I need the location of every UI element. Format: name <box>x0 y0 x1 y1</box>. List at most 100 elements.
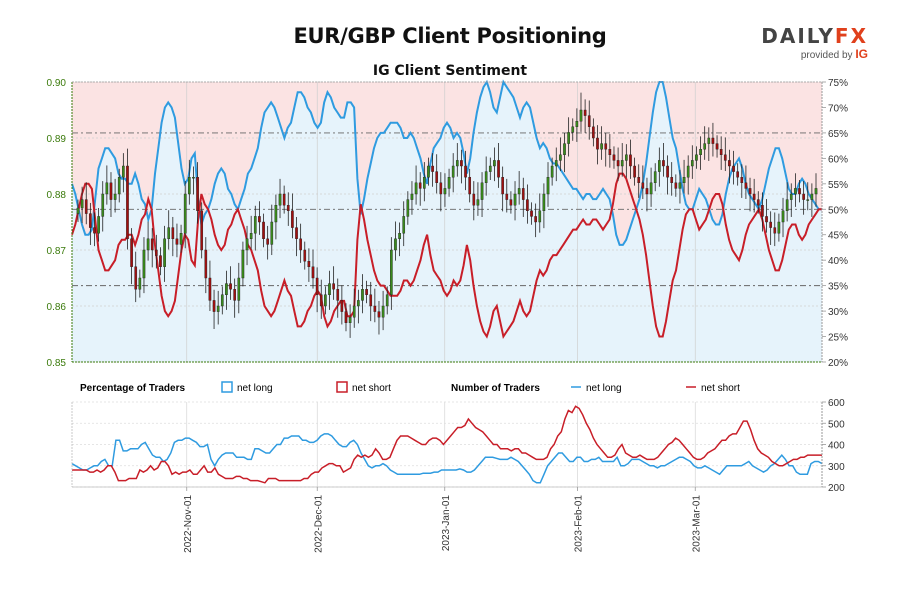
candle-body <box>192 176 195 179</box>
chart-subtitle: IG Client Sentiment <box>372 63 528 79</box>
count-tick-label: 600 <box>828 398 845 409</box>
candle-body <box>554 160 558 167</box>
candle-body <box>497 160 500 178</box>
candle-body <box>600 143 603 150</box>
candle-body <box>253 216 257 234</box>
candle-body <box>534 216 537 223</box>
legend-pct-title: Percentage of Traders <box>80 383 185 394</box>
pct-tick-label: 50% <box>828 205 848 216</box>
candle-body <box>579 109 583 122</box>
candle-body <box>101 193 105 217</box>
candle-body <box>567 132 570 144</box>
candle-body <box>373 305 377 312</box>
count-tick-label: 200 <box>828 483 845 494</box>
candle-body <box>422 176 426 189</box>
candle-body <box>703 143 707 150</box>
candle-body <box>204 249 208 279</box>
candle-body <box>319 294 323 307</box>
legend-pct-long: net long <box>237 383 273 394</box>
candle-body <box>286 204 290 211</box>
candle-body <box>451 165 455 178</box>
candle-body <box>715 143 719 150</box>
candle-body <box>332 283 335 290</box>
candle-body <box>406 199 410 217</box>
candle-body <box>159 255 162 268</box>
candle-body <box>385 294 389 307</box>
candle-body <box>97 216 100 234</box>
price-tick-label: 0.89 <box>47 134 67 145</box>
candle-body <box>455 160 459 167</box>
net-long-count-line <box>71 433 823 484</box>
candle-body <box>476 199 480 206</box>
candle-body <box>291 210 294 228</box>
candle-body <box>134 266 138 290</box>
pct-tick-label: 55% <box>828 180 848 191</box>
count-tick-label: 500 <box>828 419 845 430</box>
candle-body <box>550 165 554 178</box>
candle-body <box>637 176 641 183</box>
x-tick-label: 2023-Mar-01 <box>691 495 702 553</box>
candle-body <box>307 261 311 268</box>
candle-body <box>175 238 179 245</box>
candle-body <box>744 182 748 189</box>
candle-body <box>348 317 352 324</box>
candle-body <box>460 160 463 167</box>
candle-body <box>653 171 657 184</box>
candle-body <box>352 305 356 318</box>
candle-body <box>369 294 373 307</box>
logo-fx: FX <box>834 24 868 48</box>
candle-body <box>447 176 451 189</box>
candle-body <box>546 176 550 195</box>
candle-body <box>575 120 579 127</box>
candle-body <box>381 305 385 318</box>
candle-body <box>670 176 674 183</box>
price-tick-label: 0.87 <box>47 246 67 257</box>
pct-tick-label: 20% <box>828 358 848 369</box>
candle-body <box>179 232 183 245</box>
candle-body <box>105 182 109 195</box>
candle-body <box>398 232 401 239</box>
legend-num-long: net long <box>586 383 622 394</box>
candle-body <box>802 193 805 200</box>
candle-body <box>414 182 418 195</box>
candle-body <box>666 165 669 178</box>
candle-body <box>707 137 711 144</box>
candle-body <box>402 216 406 234</box>
candle-body <box>171 227 175 240</box>
candle-body <box>517 188 521 195</box>
candle-body <box>340 300 344 312</box>
candle-body <box>723 154 727 161</box>
candle-body <box>266 238 269 245</box>
candle-body <box>431 165 434 172</box>
candle-body <box>418 182 422 189</box>
candle-body <box>748 188 752 195</box>
pct-tick-label: 60% <box>828 154 848 165</box>
candle-body <box>155 249 158 256</box>
candle-body <box>530 210 533 217</box>
candle-body <box>752 193 756 200</box>
candle-body <box>488 165 492 172</box>
net-short-pct-line <box>71 172 822 340</box>
candle-body <box>138 277 142 290</box>
candle-body <box>814 188 818 195</box>
candle-body <box>480 182 484 200</box>
candle-body <box>542 193 546 211</box>
candle-body <box>336 289 340 301</box>
candle-body <box>736 171 739 178</box>
dailyfx-logo: DAILYFX provided by IG <box>758 24 868 61</box>
candle-body <box>76 207 80 214</box>
candle-body <box>89 213 92 228</box>
candle-body <box>167 227 171 240</box>
candle-body <box>142 249 146 279</box>
candle-body <box>678 182 682 189</box>
candle-body <box>410 193 414 200</box>
logo-provided-text: provided by <box>800 50 853 61</box>
x-tick-label: 2022-Dec-01 <box>313 495 324 553</box>
candle-body <box>587 115 591 127</box>
chart-title: EUR/GBP Client Positioning <box>293 24 607 48</box>
candle-body <box>344 311 348 324</box>
candle-body <box>538 210 542 223</box>
candle-body <box>249 232 253 239</box>
candle-body <box>732 165 735 172</box>
